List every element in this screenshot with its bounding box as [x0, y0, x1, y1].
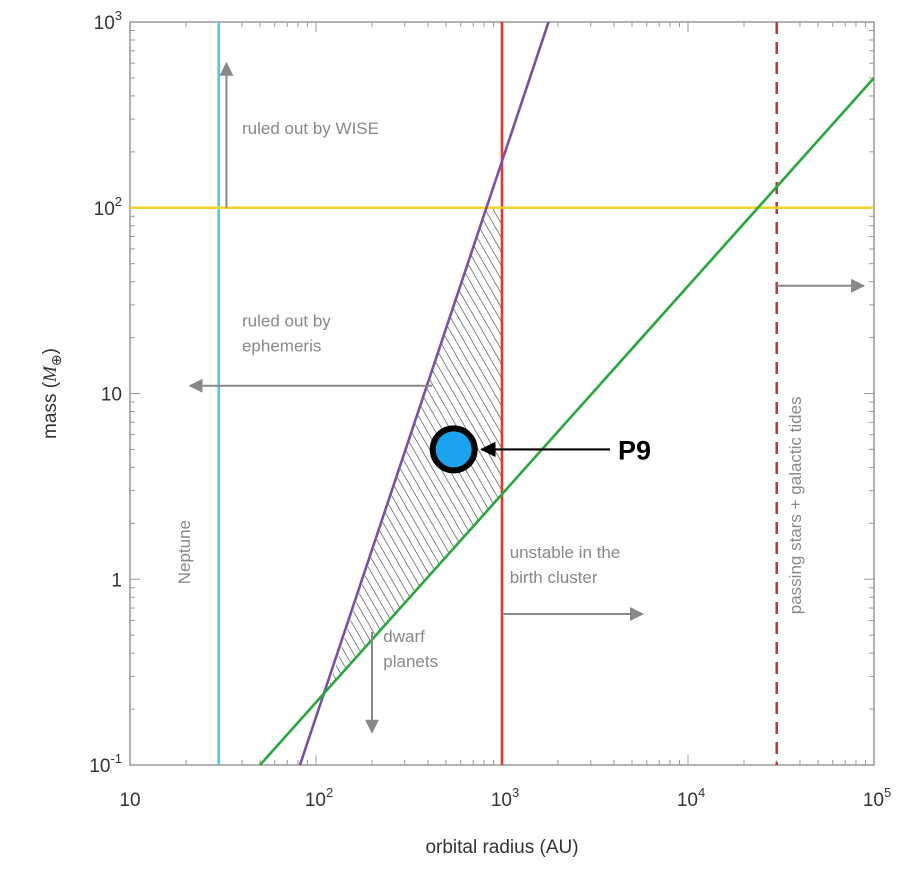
annotation-neptune: Neptune — [175, 520, 194, 584]
x-tick-label: 105 — [863, 785, 891, 811]
annotation-unstable-in-the-birth-cluster: unstable in the birth cluster — [510, 543, 621, 587]
p9-dot — [429, 425, 478, 474]
tick-exponent: -1 — [110, 751, 122, 766]
x-tick-label: 104 — [677, 785, 705, 811]
x-tick-label: 102 — [305, 785, 333, 811]
annotation-line: planets — [383, 652, 438, 671]
tick-exponent: 3 — [512, 785, 519, 800]
annotation-line: ephemeris — [242, 336, 321, 355]
annotation-ruled-out-by-wise: ruled out by WISE — [242, 119, 379, 138]
tick-exponent: 2 — [115, 194, 122, 209]
x-tick-label: 10 — [119, 790, 140, 811]
axis-labels: orbital radius (AU) mass (M⊕) — [40, 348, 579, 858]
p9-label: P9 — [618, 435, 651, 465]
limit-lines — [130, 22, 874, 765]
annotation-line: ruled out by WISE — [242, 119, 379, 138]
tick-exponent: 3 — [115, 8, 122, 23]
annotation-dwarf-planets: dwarf planets — [383, 627, 438, 671]
tick-base: 10 — [94, 199, 115, 220]
y-title-subscript: ⊕ — [48, 354, 64, 366]
y-axis-title: mass (M⊕) — [40, 348, 64, 439]
x-axis-title: orbital radius (AU) — [425, 837, 578, 858]
y-title-suffix: ) — [40, 348, 61, 354]
y-tick-label: 10-1 — [89, 751, 122, 777]
line-dwarf-planet-limit — [259, 77, 874, 765]
annotation-line: passing stars + galactic tides — [786, 396, 805, 614]
tick-base: 10 — [491, 790, 512, 811]
y-tick-label: 10 — [101, 385, 122, 406]
tick-exponent: 2 — [326, 785, 333, 800]
tick-base: 10 — [101, 385, 122, 406]
tick-base: 10 — [863, 790, 884, 811]
annotation-line: Neptune — [175, 520, 194, 584]
tick-base: 10 — [119, 790, 140, 811]
x-tick-label: 103 — [491, 785, 519, 811]
tick-exponent: 4 — [698, 785, 705, 800]
tick-base: 10 — [677, 790, 698, 811]
allowed-region-hatch — [327, 207, 502, 692]
annotation-line: birth cluster — [510, 568, 598, 587]
annotation-line: ruled out by — [242, 311, 331, 330]
annotation-passing-stars-galactic-tides: passing stars + galactic tides — [786, 396, 805, 614]
tick-exponent: 5 — [884, 785, 891, 800]
p9-marker: P9 — [429, 425, 651, 474]
tick-base: 1 — [111, 570, 122, 591]
tick-base: 10 — [89, 756, 110, 777]
tick-base: 10 — [94, 13, 115, 34]
annotation-line: dwarf — [383, 627, 425, 646]
line-ephemeris-limit — [298, 22, 550, 765]
annotations: ruled out by WISE ruled out by ephemeris un… — [175, 61, 866, 734]
y-tick-label: 103 — [94, 8, 122, 34]
y-tick-label: 1 — [111, 570, 122, 591]
y-title-symbol: M — [40, 365, 61, 383]
y-title-prefix: mass ( — [40, 381, 61, 439]
annotation-line: unstable in the — [510, 543, 621, 562]
annotation-ruled-out-by-ephemeris: ruled out by ephemeris — [242, 311, 331, 355]
tick-base: 10 — [305, 790, 326, 811]
y-tick-label: 102 — [94, 194, 122, 220]
